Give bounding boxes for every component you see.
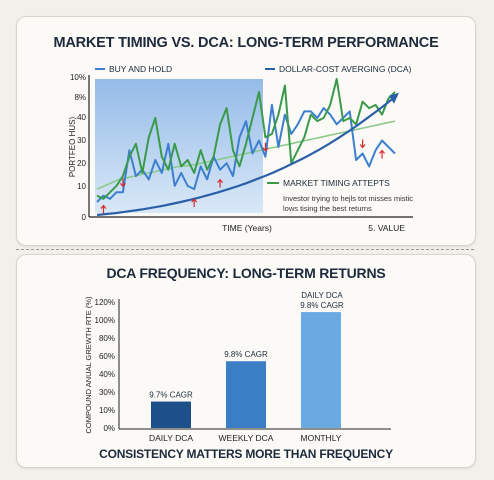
annotation-line-1: Investor trying to hejls tot misses mist… <box>283 194 413 203</box>
y-tick-label: 10% <box>70 73 86 82</box>
timing-arrow-head <box>217 178 224 184</box>
bar-category-label: DAILY DCA <box>149 433 193 443</box>
y-tick-label: 8% <box>74 93 86 102</box>
x-axis-label: TIME (Years) <box>222 223 272 233</box>
line-chart-title: MARKET TIMING VS. DCA: LONG-TERM PERFORM… <box>53 35 439 51</box>
bar-y-tick-label: 10% <box>99 406 115 415</box>
x-axis-right-label: 5. VALUE <box>368 223 405 233</box>
bar-chart: 120% 100% 80% 60% 40% 30% 10% 0% COMPOUND ANUAL … <box>84 291 391 443</box>
timing-arrow-head <box>379 149 386 154</box>
line-chart-panel: MARKET TIMING VS. DCA: LONG-TERM PERFORM… <box>16 16 476 246</box>
bar-y-axis-label: COMPOUND ANUAL GREWTH RTE (%) <box>84 296 93 434</box>
bar-y-tick-label: 30% <box>99 388 115 397</box>
bar-data-label: 9.8% CAGR <box>224 350 268 359</box>
legend-dca: DOLLAR-COST AVERGING (DCA) <box>279 64 412 74</box>
bar-data-label: 9.7% CAGR <box>149 391 193 400</box>
legend-timing: MARKET TIMING ATTEPTS <box>283 178 390 188</box>
timing-arrow-head <box>359 144 366 149</box>
y-tick-label: 10 <box>77 182 86 191</box>
timing-arrow-head <box>262 147 269 152</box>
y-tick-label: 20 <box>77 159 86 168</box>
bar-y-tick-label: 100% <box>95 316 115 325</box>
bar-y-tick-label: 80% <box>99 334 115 343</box>
timing-arrow-head <box>119 182 126 188</box>
series-dca <box>96 95 396 217</box>
bar-chart-panel: DCA FREQUENCY: LONG-TERM RETURNS CONSIST… <box>16 254 476 468</box>
timing-arrow-head <box>100 204 107 209</box>
legend-buy-hold: BUY AND HOLD <box>109 64 172 74</box>
series-market-timing <box>96 78 396 200</box>
annotation: Investor trying to hejls tot misses mist… <box>283 194 413 213</box>
bar <box>301 312 341 428</box>
series-buy-and-hold <box>96 103 396 203</box>
bar-y-tick-label: 40% <box>99 370 115 379</box>
bar-chart-caption: CONSISTENCY MATTERS MORE THAN FREQUENCY <box>99 447 393 461</box>
bar-y-tick-label: 60% <box>99 352 115 361</box>
dca-arrowhead <box>389 92 399 104</box>
bar-chart-title: DCA FREQUENCY: LONG-TERM RETURNS <box>106 265 386 281</box>
section-divider <box>16 249 474 250</box>
y-axis-label: PORTFEO HUS) <box>68 117 77 178</box>
bar-category-label: WEEKLY DCA <box>219 433 274 443</box>
line-chart: 10% 8% 40 30 20 10 0 PORTFEO HUS) TIME (Years) 5.… <box>68 64 413 233</box>
timing-arrow-head <box>191 198 198 203</box>
bar <box>226 361 266 428</box>
bar <box>151 401 191 428</box>
annotation-line-2: lows tising the best returns <box>283 204 372 213</box>
bar-category-label: MONTHLY <box>301 433 342 443</box>
bar-y-tick-label: 120% <box>95 298 115 307</box>
bar-data-label: DAILY DCA <box>301 291 343 300</box>
y-tick-label: 0 <box>82 213 87 222</box>
bar-y-tick-label: 0% <box>103 424 115 433</box>
series-market-timing-avg <box>96 120 396 190</box>
y-tick-label: 30 <box>77 136 86 145</box>
y-tick-label: 40 <box>77 113 86 122</box>
bar-data-label: 9.8% CAGR <box>300 301 344 310</box>
